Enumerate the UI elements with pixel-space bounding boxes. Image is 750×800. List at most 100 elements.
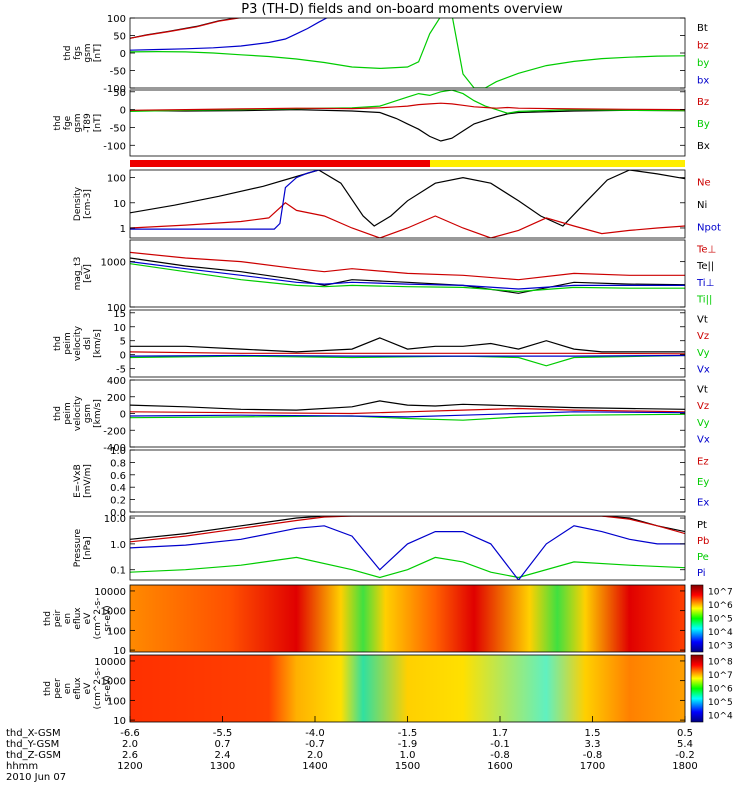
pressure-series-Pe: [130, 556, 685, 579]
elec_spec-ylabel: peer: [53, 678, 63, 699]
fge-ylabel: [nT]: [93, 114, 103, 132]
fge-ytick-label: 0: [120, 106, 126, 117]
elec_spec-ytick-label: 10: [113, 716, 126, 727]
fge-ylabel: -T89: [83, 113, 93, 133]
ephemeris-value: 1.7: [492, 728, 508, 739]
figure-date: 2010 Jun 07: [6, 772, 66, 783]
ephemeris-label: thd_Z-GSM: [6, 750, 61, 761]
ephemeris-value: 2.0: [122, 739, 138, 750]
elec_spec-colorbar: [690, 654, 704, 723]
pressure-legend-label: Pt: [697, 520, 707, 531]
ion_spec-heatmap: [130, 585, 685, 652]
pressure-ytick-label: 0.1: [110, 566, 126, 577]
fge-ytick-label: -50: [110, 123, 126, 134]
temp-legend-label: Te||: [696, 261, 714, 272]
velesa-ylabel: dsl: [83, 337, 93, 350]
fgs-ytick-label: 50: [113, 32, 126, 43]
pressure-series-Pt: [130, 516, 685, 540]
temp-legend-label: Te⊥: [696, 244, 716, 255]
velesa-ytick-label: 0: [120, 351, 126, 362]
velesa-series-Vy: [130, 354, 685, 367]
fgs-ytick-label: 100: [107, 14, 126, 25]
ephemeris-value: 0.5: [677, 728, 693, 739]
ephemeris-value: -6.6: [120, 728, 140, 739]
ion_spec-ytick-label: 100: [107, 626, 126, 637]
pressure-legend-label: Pe: [697, 552, 709, 563]
fgs-legend-label: bz: [697, 40, 709, 51]
fgs-legend-label: Bt: [697, 23, 708, 34]
efield-legend-label: Ex: [697, 498, 709, 509]
ion_spec-ylabel: eflux: [73, 607, 83, 630]
velgsm-ytick-label: 0: [120, 410, 126, 421]
pressure-series-Pb: [130, 516, 685, 543]
velesa-ytick-label: 15: [113, 309, 126, 320]
elec_spec-colorbar-label: 10^8: [708, 658, 733, 668]
mode-bar-yellow: [430, 160, 685, 167]
density-series-Ne: [130, 202, 685, 238]
ephemeris-value: 0.7: [215, 739, 231, 750]
fge-ylabel: fge: [63, 115, 73, 130]
elec_spec-ytick-label: 10000: [94, 657, 126, 668]
pressure-legend-label: Pb: [697, 536, 709, 547]
ion_spec-ylabel: (cm^2-s-: [93, 598, 103, 640]
fge-ylabel: thd: [53, 116, 63, 131]
efield-ytick-label: 0.8: [110, 458, 126, 469]
velesa-ylabel: peim: [63, 332, 73, 355]
velesa-legend-label: Vt: [697, 314, 708, 325]
density-legend-label: Npot: [697, 223, 721, 234]
ion_spec-colorbar-label: 10^3: [708, 641, 733, 651]
efield-ytick-label: 0.0: [110, 508, 126, 519]
elec_spec-ylabel: eV: [83, 682, 93, 695]
ion_spec-ylabel: peir: [53, 609, 63, 627]
ion_spec-frame: [129, 584, 686, 653]
fgs-ylabel: gsm: [83, 43, 93, 62]
temp-frame: [129, 239, 686, 308]
ephemeris-value: 3.3: [585, 739, 601, 750]
efield-ylabel: [mV/m]: [83, 464, 93, 498]
ephemeris-value: 1.0: [400, 750, 416, 761]
velgsm-series-Vz: [130, 407, 685, 415]
temp-series-Te||: [130, 257, 685, 294]
ephemeris-label: thd_Y-GSM: [6, 739, 59, 750]
elec_spec-colorbar-label: 10^5: [708, 698, 733, 708]
fgs-series-by: [130, 18, 685, 88]
pressure-series-Pi: [130, 525, 685, 580]
ephemeris-value: -1.5: [398, 728, 418, 739]
density-legend-label: Ni: [697, 200, 707, 211]
ion_spec-ylabel: eV: [83, 612, 93, 625]
ion_spec-ytick-label: 10: [113, 646, 126, 657]
fge-series-Bz: [130, 102, 685, 111]
ion_spec-ytick-label: 10000: [94, 587, 126, 598]
ephemeris-value: 1700: [580, 761, 605, 772]
ephemeris-value: 1500: [395, 761, 420, 772]
efield-legend-label: Ez: [697, 456, 709, 467]
density-ylabel: Density: [73, 186, 83, 221]
elec_spec-ylabel: sr-eV): [103, 675, 113, 701]
ephemeris-value: 2.6: [122, 750, 138, 761]
ephemeris-value: 1200: [117, 761, 142, 772]
ephemeris-value: -0.8: [583, 750, 603, 761]
ephemeris-value: 1300: [210, 761, 235, 772]
density-series-Ni: [130, 170, 685, 227]
velgsm-frame: [129, 379, 686, 448]
pressure-frame: [129, 515, 686, 581]
efield-ytick-label: 1.0: [110, 446, 126, 457]
velesa-ytick-label: 10: [113, 323, 126, 334]
pressure-ytick-label: 1.0: [110, 540, 126, 551]
ephemeris-value: -0.8: [490, 750, 510, 761]
velesa-ylabel: velocity: [73, 325, 83, 361]
density-ytick-label: 1: [120, 224, 126, 235]
velgsm-series-Vt: [130, 400, 685, 411]
ephemeris-value: -1.9: [398, 739, 418, 750]
ephemeris-value: 2.4: [215, 750, 231, 761]
velesa-ytick-label: 5: [120, 337, 126, 348]
temp-series-Ti⊥: [130, 261, 685, 290]
elec_spec-colorbar-label: 10^4: [708, 711, 733, 721]
velgsm-legend-label: Vy: [697, 418, 710, 429]
fgs-series-bz: [130, 18, 242, 39]
fgs-ylabel: thd: [63, 46, 73, 61]
fgs-legend-label: bx: [697, 75, 709, 86]
elec_spec-ytick-label: 1000: [101, 677, 126, 688]
velgsm-ytick-label: 200: [107, 393, 126, 404]
temp-ytick-label: 1000: [101, 258, 126, 269]
